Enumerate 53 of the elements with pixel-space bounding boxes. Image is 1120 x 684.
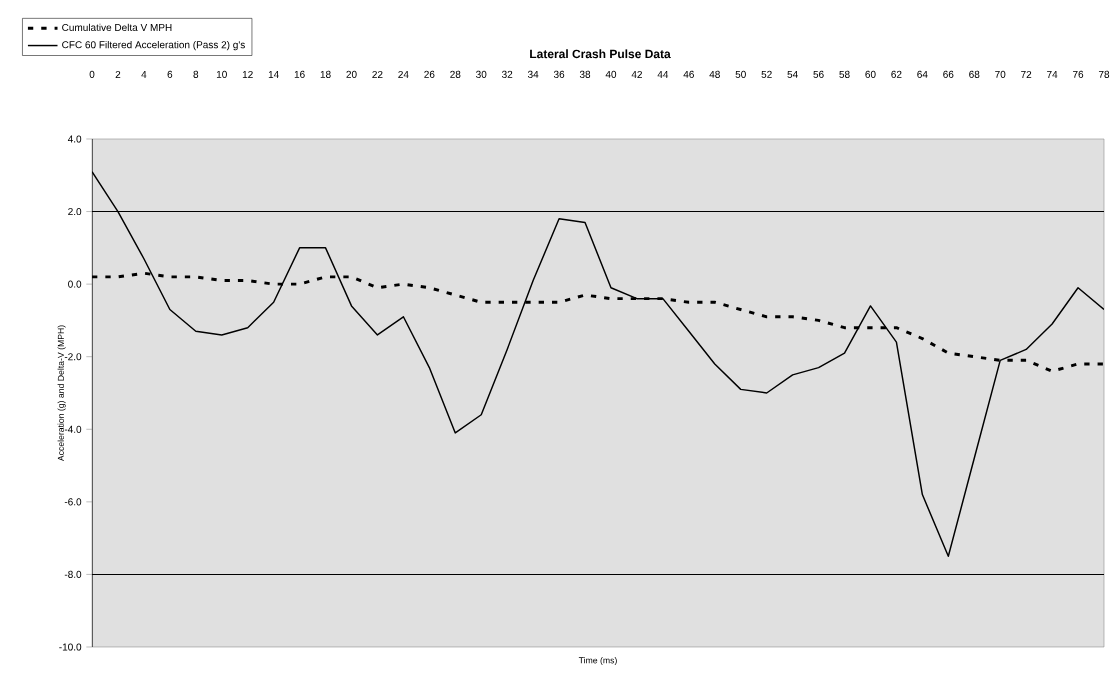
x-tick-label: 42 [631, 70, 642, 78]
y-tick-label: -10.0 [59, 643, 82, 651]
x-tick-label: 54 [787, 70, 798, 78]
y-tick-label: -2.0 [64, 353, 82, 361]
x-tick-label: 10 [216, 70, 227, 78]
x-tick-label: 52 [761, 70, 772, 78]
x-axis-title: Time (ms) [578, 657, 617, 666]
x-tick-label: 66 [943, 70, 954, 78]
x-tick-label: 30 [476, 70, 487, 78]
y-tick-label: -6.0 [64, 498, 82, 506]
x-tick-label: 0 [89, 70, 95, 78]
x-tick-label: 24 [398, 70, 409, 78]
x-tick-label: 68 [969, 70, 980, 78]
x-tick-label: 50 [735, 70, 746, 78]
y-tick-label: -4.0 [64, 425, 82, 433]
x-tick-label: 28 [450, 70, 461, 78]
line-series [92, 170, 1104, 558]
y-tick-label: 4.0 [67, 135, 82, 143]
x-tick-label: 18 [320, 70, 331, 78]
y-tick-label: -8.0 [64, 570, 82, 578]
x-tick-label: 60 [865, 70, 876, 78]
x-tick-label: 4 [141, 71, 147, 78]
x-tick-label: 34 [527, 70, 539, 78]
x-tick-label: 22 [372, 70, 383, 78]
x-tick-label: 70 [995, 70, 1006, 78]
x-tick-label: 40 [605, 70, 617, 78]
x-tick-label: 64 [917, 70, 928, 78]
x-tick-label: 48 [709, 70, 720, 78]
x-tick-label: 56 [813, 70, 824, 78]
x-tick-label: 14 [268, 71, 279, 78]
x-tick-label: 6 [167, 70, 173, 78]
x-tick-label: 76 [1073, 70, 1084, 78]
x-tick-label: 62 [891, 70, 902, 78]
x-tick-label: 38 [579, 70, 591, 78]
x-tick-label: 36 [553, 70, 565, 78]
chart-title: Lateral Crash Pulse Data [530, 49, 671, 59]
x-tick-label: 78 [1098, 70, 1110, 78]
x-tick-label: 32 [502, 70, 513, 78]
x-tick-label: 16 [294, 70, 305, 78]
x-tick-label: 26 [424, 70, 435, 78]
y-tick-label: 0.0 [68, 280, 82, 288]
x-tick-label: 20 [346, 70, 357, 78]
legend-label: CFC 60 Filtered Acceleration (Pass 2) g's [62, 40, 245, 51]
x-tick-label: 46 [683, 70, 694, 78]
legend-label: Cumulative Delta V MPH [62, 23, 172, 32]
x-tick-label: 44 [657, 71, 669, 78]
y-tick-label: 2.0 [68, 208, 82, 216]
x-tick-label: 72 [1021, 70, 1032, 78]
x-tick-label: 74 [1047, 71, 1058, 78]
x-tick-label: 12 [242, 70, 253, 78]
x-tick-label: 8 [193, 70, 199, 78]
x-tick-label: 2 [115, 70, 121, 78]
x-tick-label: 58 [839, 70, 850, 78]
